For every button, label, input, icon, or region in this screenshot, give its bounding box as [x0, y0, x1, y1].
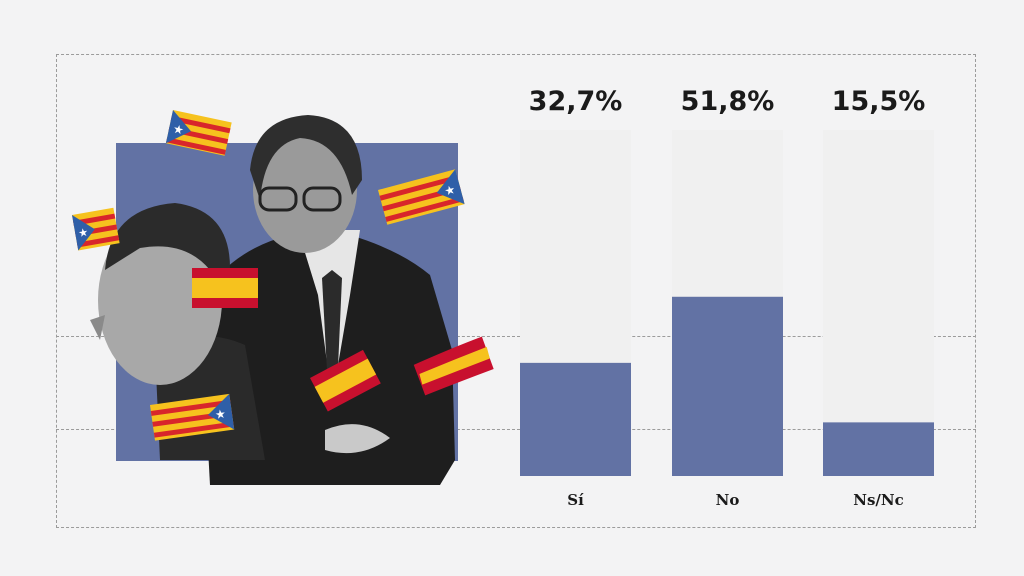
- spain-flag-3: [413, 336, 494, 396]
- value-label-2: 15,5%: [832, 86, 926, 117]
- svg-text:★: ★: [77, 226, 89, 241]
- bar-track-2: [823, 130, 934, 476]
- svg-text:★: ★: [172, 122, 185, 138]
- estelada-flag-1: ★: [165, 110, 232, 156]
- bar-2: [823, 422, 934, 476]
- spain-flag-2: [310, 349, 381, 412]
- svg-text:★: ★: [443, 182, 457, 198]
- chart-frame: [56, 54, 976, 528]
- man-right-figure: [200, 115, 455, 485]
- bar-1: [672, 296, 783, 476]
- estelada-flag-3: ★: [378, 169, 465, 225]
- value-label-1: 51,8%: [681, 86, 775, 117]
- value-label-0: 32,7%: [529, 86, 623, 117]
- bar-0: [520, 362, 631, 476]
- guide-line-lower: [56, 429, 976, 430]
- category-label-2: Ns/Nc: [853, 491, 903, 509]
- guide-line-upper: [56, 336, 976, 337]
- bars-layer: 32,7% Sí 51,8% No 15,5% Ns/Nc: [520, 86, 934, 509]
- category-label-1: No: [716, 491, 740, 509]
- politicians-collage-image: ★ ★ ★ ★: [72, 110, 494, 485]
- spain-flag-1: [192, 268, 258, 308]
- svg-text:★: ★: [214, 407, 227, 422]
- estelada-flag-2: ★: [72, 207, 120, 251]
- estelada-flag-4: ★: [150, 393, 235, 441]
- category-label-0: Sí: [567, 491, 584, 509]
